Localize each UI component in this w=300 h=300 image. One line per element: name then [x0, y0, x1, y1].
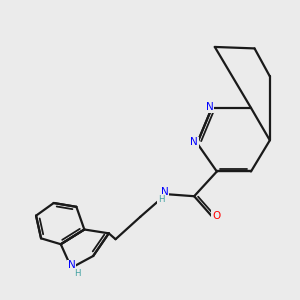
- Text: N: N: [206, 102, 213, 112]
- Text: H: H: [75, 268, 81, 278]
- Text: N: N: [190, 137, 198, 147]
- Text: N: N: [161, 187, 169, 197]
- Text: O: O: [212, 211, 220, 221]
- Text: H: H: [158, 195, 164, 204]
- Text: N: N: [68, 260, 75, 270]
